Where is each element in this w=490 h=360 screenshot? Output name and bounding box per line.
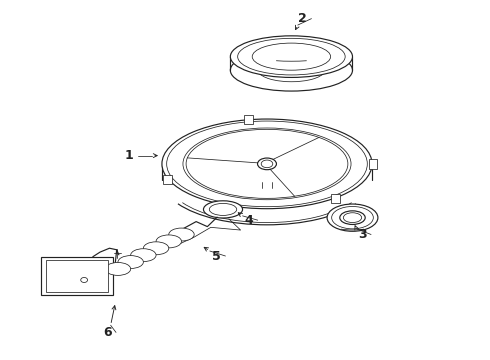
Ellipse shape [230, 36, 352, 77]
Bar [41, 257, 113, 296]
Bar [244, 114, 253, 124]
Text: 3: 3 [358, 228, 367, 241]
Ellipse shape [343, 213, 362, 222]
Ellipse shape [169, 228, 194, 241]
Text: 4: 4 [245, 214, 253, 227]
Ellipse shape [340, 211, 365, 225]
Ellipse shape [131, 249, 156, 262]
Ellipse shape [156, 235, 181, 248]
Ellipse shape [238, 38, 345, 75]
Ellipse shape [203, 201, 243, 218]
Text: 5: 5 [212, 249, 221, 262]
Ellipse shape [230, 49, 352, 91]
Text: 6: 6 [103, 326, 112, 339]
Text: 2: 2 [298, 12, 307, 25]
Ellipse shape [183, 128, 351, 200]
Ellipse shape [258, 45, 325, 68]
Ellipse shape [261, 160, 273, 168]
Ellipse shape [144, 242, 169, 255]
Ellipse shape [209, 203, 237, 215]
Bar [331, 194, 340, 203]
Ellipse shape [167, 121, 368, 207]
Text: 1: 1 [124, 149, 133, 162]
Ellipse shape [186, 129, 348, 198]
Circle shape [81, 278, 88, 283]
Bar [163, 175, 172, 184]
Ellipse shape [162, 119, 372, 209]
Ellipse shape [252, 43, 331, 70]
Ellipse shape [258, 158, 276, 170]
Ellipse shape [332, 207, 373, 229]
Bar [368, 159, 377, 168]
Ellipse shape [105, 262, 131, 275]
Ellipse shape [118, 256, 144, 269]
Bar [46, 260, 108, 292]
Ellipse shape [327, 204, 378, 231]
